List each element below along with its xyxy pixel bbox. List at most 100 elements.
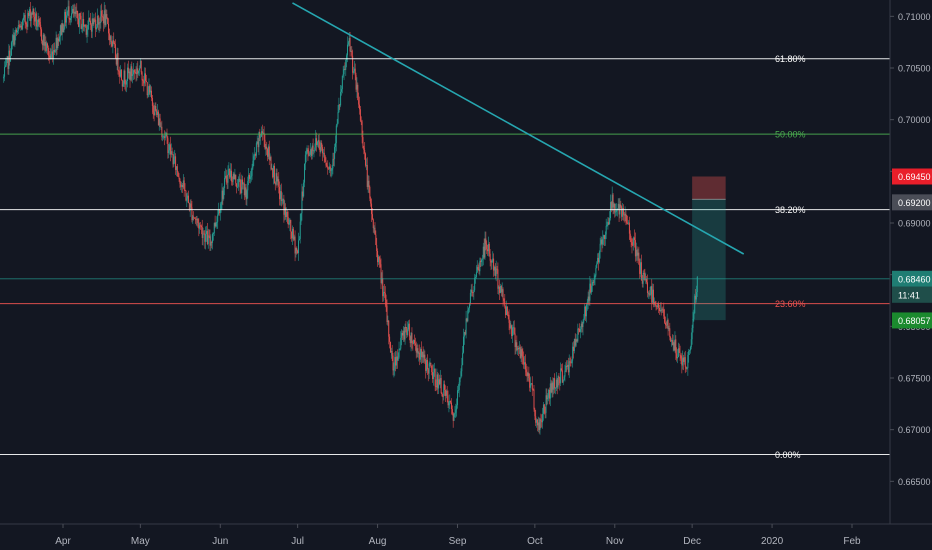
candle-body: [334, 146, 336, 159]
candle-body: [635, 249, 637, 257]
candle-body: [566, 365, 568, 367]
candle-body: [453, 413, 455, 421]
candle-body: [647, 292, 649, 294]
fibonacci-levels[interactable]: 61.80% 50.00% 38.20% 23.60% 0.00%: [0, 54, 890, 460]
candle-body: [683, 357, 685, 362]
candle-body: [414, 343, 416, 346]
candle-body: [280, 191, 282, 202]
candle-body: [321, 142, 323, 148]
candle-body: [110, 36, 112, 43]
candle-body: [294, 236, 296, 254]
candle-body: [92, 18, 94, 25]
candle-body: [637, 252, 639, 256]
candle-body: [30, 13, 32, 21]
candle-body: [212, 233, 214, 235]
candle-body: [32, 8, 34, 15]
candle-body: [326, 165, 328, 167]
candle-body: [636, 249, 638, 256]
candle-body: [307, 149, 309, 153]
candle-body: [601, 239, 603, 245]
candle-body: [401, 332, 403, 336]
candle-body: [352, 55, 354, 73]
candle-body: [3, 76, 5, 79]
candle-body: [284, 207, 286, 215]
candle-body: [190, 203, 192, 208]
candle-body: [227, 169, 229, 183]
candle-body: [195, 219, 197, 221]
candle-body: [555, 379, 557, 388]
candle-body: [598, 252, 600, 263]
candle-body: [197, 219, 199, 223]
candle-body: [157, 111, 159, 126]
candle-body: [233, 174, 235, 180]
candle-body: [208, 235, 210, 237]
candle-body: [55, 37, 57, 52]
candle-body: [593, 279, 595, 283]
candle-body: [444, 389, 446, 397]
fib-level-label: 23.60%: [775, 299, 806, 309]
candle-body: [45, 42, 47, 51]
candle-body: [628, 222, 630, 224]
candle-body: [667, 319, 669, 330]
candle-body: [456, 405, 458, 410]
candle-body: [433, 368, 435, 373]
candle-body: [273, 165, 275, 184]
candle-body: [212, 234, 214, 243]
candle-body: [126, 81, 128, 85]
candle-body: [457, 390, 459, 391]
trend-line[interactable]: [292, 2, 745, 255]
candle-body: [218, 209, 220, 215]
candle-body: [621, 206, 623, 217]
candle-body: [25, 22, 27, 25]
candle-body: [652, 289, 654, 303]
candle-body: [416, 348, 418, 353]
candle-body: [498, 286, 500, 289]
candle-body: [114, 42, 116, 45]
time-tick-label: Oct: [527, 536, 543, 547]
candle-body: [398, 348, 400, 358]
candle-body: [276, 173, 278, 182]
candle-body: [178, 176, 180, 179]
candle-body: [613, 203, 615, 208]
candle-body: [37, 19, 39, 27]
candle-body: [524, 362, 526, 370]
candle-body: [511, 325, 513, 336]
candle-body: [404, 326, 406, 340]
candle-body: [298, 238, 300, 241]
candle-body: [674, 339, 676, 351]
candle-body: [53, 49, 55, 59]
time-tick-label: May: [131, 536, 150, 547]
candle-body: [609, 202, 611, 219]
candle-body: [35, 13, 37, 27]
candle-body: [689, 350, 691, 352]
candle-body: [631, 242, 633, 246]
candle-body: [458, 382, 460, 391]
candle-body: [215, 222, 217, 227]
candle-body: [21, 25, 23, 30]
candle-body: [348, 37, 350, 43]
candle-body: [46, 43, 48, 51]
candle-body: [240, 187, 242, 193]
candle-body: [327, 166, 329, 169]
candle-body: [583, 318, 585, 322]
candle-body: [403, 330, 405, 340]
candle-body: [488, 244, 490, 254]
candle-body: [313, 150, 315, 152]
candle-body: [665, 324, 667, 326]
time-axis[interactable]: Apr May Jun Jul Aug Sep Oct Nov Dec 2020 Feb: [55, 524, 861, 547]
price-tick-label: 0.69000: [898, 219, 931, 229]
candle-body: [214, 223, 216, 227]
candle-body: [428, 363, 430, 374]
candle-body: [243, 183, 245, 196]
candle-body: [169, 144, 171, 155]
candle-body: [231, 181, 233, 183]
candle-body: [199, 225, 201, 229]
candle-body: [522, 356, 524, 358]
candle-body: [314, 147, 316, 151]
candle-body: [506, 306, 508, 315]
candle-body: [520, 349, 522, 358]
candle-body: [346, 44, 348, 56]
position-tool[interactable]: [692, 176, 726, 321]
